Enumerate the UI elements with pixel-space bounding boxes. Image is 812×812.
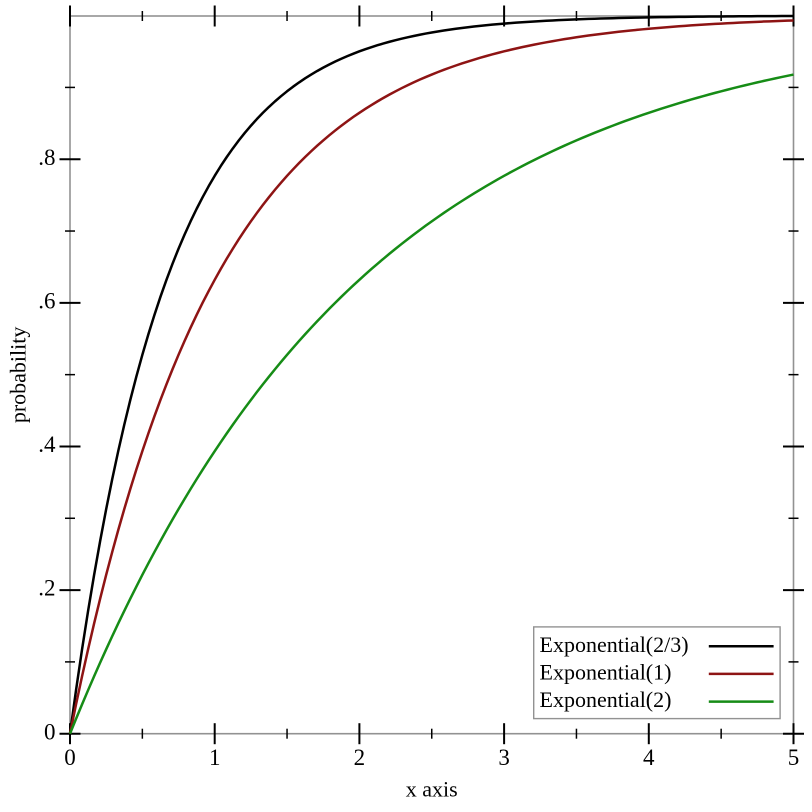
svg-text:5: 5 xyxy=(788,745,800,770)
svg-text:2: 2 xyxy=(354,745,366,770)
svg-text:Exponential(2): Exponential(2) xyxy=(540,687,672,712)
svg-text:.6: .6 xyxy=(38,288,55,313)
svg-text:0: 0 xyxy=(64,745,76,770)
svg-text:x axis: x axis xyxy=(406,777,458,802)
svg-text:3: 3 xyxy=(498,745,510,770)
svg-text:Exponential(2/3): Exponential(2/3) xyxy=(540,632,689,657)
svg-text:.8: .8 xyxy=(38,145,55,170)
svg-text:4: 4 xyxy=(643,745,655,770)
svg-text:1: 1 xyxy=(209,745,221,770)
svg-text:Exponential(1): Exponential(1) xyxy=(540,660,672,685)
svg-text:.2: .2 xyxy=(38,576,55,601)
svg-text:.4: .4 xyxy=(38,432,56,457)
svg-text:probability: probability xyxy=(6,327,31,424)
svg-text:0: 0 xyxy=(44,719,56,744)
